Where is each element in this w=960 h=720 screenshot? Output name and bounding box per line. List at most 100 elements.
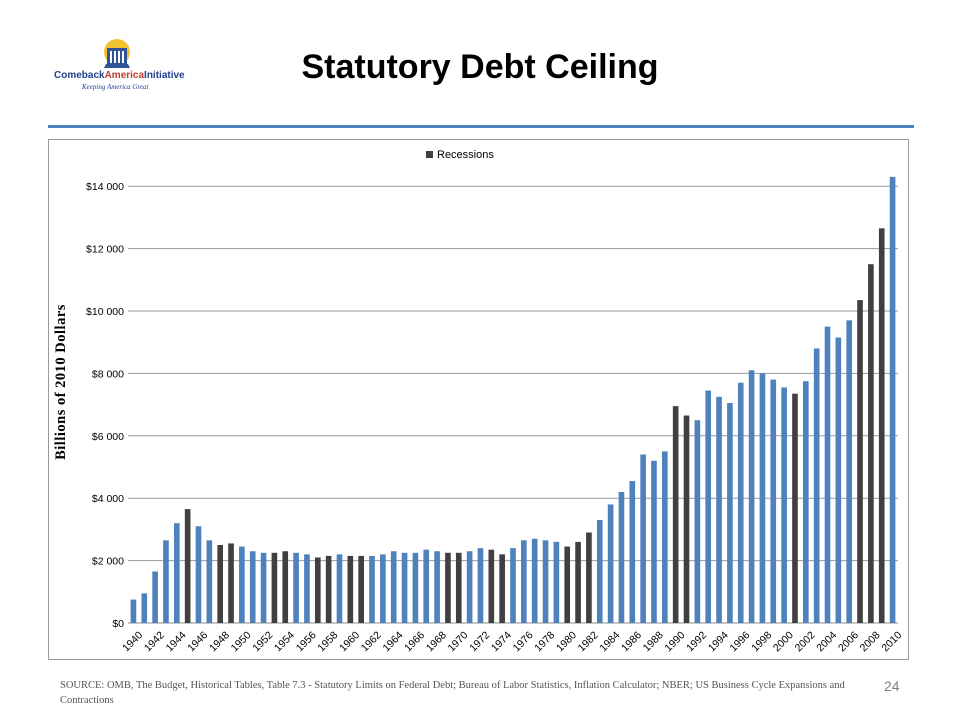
bar-1989 [662, 451, 668, 623]
y-tick-label: $10 000 [86, 306, 124, 318]
x-tick-label: 1986 [619, 629, 644, 654]
x-tick-label: 1952 [250, 629, 275, 654]
bar-1946 [195, 526, 202, 623]
y-tick-label: $12 000 [86, 244, 124, 256]
bar-1944 [173, 523, 180, 623]
x-tick-label: 1950 [229, 629, 254, 654]
bar-1978 [542, 540, 549, 623]
logo-name: ComebackAmericaInitiative [54, 70, 185, 81]
bar-1961 [358, 555, 364, 623]
bar-1969 [445, 552, 451, 623]
bar-1968 [434, 551, 440, 623]
x-tick-label: 1980 [554, 629, 579, 654]
bar-1974 [499, 554, 505, 623]
title-divider [48, 125, 914, 128]
x-tick-label: 1956 [294, 629, 319, 654]
bar-1941 [141, 593, 148, 623]
bar-1943 [163, 540, 169, 623]
x-tick-label: 1968 [424, 629, 449, 654]
bar-1979 [553, 541, 560, 623]
x-tick-label: 1974 [489, 629, 514, 654]
bar-1990 [672, 406, 679, 623]
y-tick-label: $0 [112, 618, 124, 630]
bar-1951 [249, 551, 256, 623]
bar-1973 [488, 549, 495, 623]
legend: Recessions [426, 149, 494, 161]
bar-1948 [217, 545, 224, 623]
x-tick-label: 1958 [315, 629, 340, 654]
x-tick-label: 1966 [402, 629, 427, 654]
bar-1953 [271, 552, 278, 623]
bar-1956 [304, 554, 310, 623]
bar-1964 [390, 551, 397, 623]
x-tick-label: 1946 [185, 629, 210, 654]
bar-1947 [206, 540, 213, 623]
bar-1954 [282, 551, 289, 623]
bar-2004 [824, 326, 831, 623]
bar-1996 [737, 382, 744, 623]
x-tick-label: 1982 [576, 629, 601, 654]
y-tick-label: $14 000 [86, 181, 124, 193]
bar-1966 [412, 552, 419, 623]
legend-label-recessions: Recessions [437, 149, 494, 161]
bar-1962 [369, 555, 375, 623]
bar-1967 [423, 549, 430, 623]
x-tick-label: 2002 [793, 629, 818, 654]
bar-1963 [380, 554, 386, 623]
bar-1984 [607, 504, 614, 623]
bar-1998 [759, 373, 766, 623]
bar-1975 [510, 548, 516, 623]
comeback-america-initiative-logo: ComebackAmericaInitiative Keeping Americ… [54, 39, 185, 91]
bar-1957 [314, 557, 321, 623]
x-tick-label: 1988 [641, 629, 666, 654]
bar-2001 [792, 393, 798, 623]
x-tick-label: 1972 [467, 629, 492, 654]
y-tick-label: $2 000 [92, 556, 124, 568]
bar-2008 [868, 264, 874, 623]
y-tick-label: $6 000 [92, 431, 124, 443]
x-tick-label: 1992 [684, 629, 709, 654]
y-axis-tick-labels: $0 $2 000 $4 000 $6 000 $8 000 $10 000 $12 000… [86, 181, 124, 630]
logo-tagline: Keeping America Great [81, 83, 150, 91]
bar-1955 [293, 552, 299, 623]
bar-1980 [564, 546, 571, 623]
x-tick-label: 1944 [164, 629, 189, 654]
x-tick-label: 1948 [207, 629, 232, 654]
bar-1945 [184, 509, 191, 623]
bar-1983 [596, 520, 603, 623]
bar-1988 [651, 460, 657, 623]
bar-2000 [781, 387, 787, 623]
x-tick-label: 2006 [836, 629, 861, 654]
x-tick-label: 1984 [597, 629, 622, 654]
bar-1999 [770, 379, 777, 623]
bar-1940 [130, 599, 137, 623]
bar-1987 [640, 454, 646, 623]
slide-title: Statutory Debt Ceiling [301, 48, 659, 86]
x-tick-label: 2010 [879, 629, 904, 654]
bar-2007 [857, 300, 863, 623]
bar-1997 [748, 370, 755, 623]
bar-1977 [531, 538, 538, 623]
bar-1992 [694, 420, 701, 623]
source-note: SOURCE: OMB, The Budget, Historical Tabl… [60, 680, 845, 706]
bars [130, 176, 896, 623]
bar-1972 [477, 548, 484, 623]
x-tick-label: 1990 [662, 629, 687, 654]
x-axis-tick-labels: 1940194219441946194819501952195419561958… [120, 629, 904, 654]
bar-2005 [835, 337, 842, 623]
x-tick-label: 1962 [359, 629, 384, 654]
bar-2003 [813, 348, 820, 623]
x-tick-label: 1940 [120, 629, 145, 654]
y-axis-label: Billions of 2010 Dollars [53, 304, 69, 460]
bar-1995 [727, 403, 733, 623]
x-tick-label: 1976 [511, 629, 536, 654]
bar-1950 [239, 546, 245, 623]
bar-1994 [716, 396, 722, 623]
bar-2002 [802, 381, 809, 623]
bar-1942 [152, 571, 158, 623]
bar-1993 [705, 390, 712, 623]
legend-swatch-recessions [426, 151, 433, 158]
y-tick-label: $8 000 [92, 368, 124, 380]
chart-frame [48, 139, 909, 660]
